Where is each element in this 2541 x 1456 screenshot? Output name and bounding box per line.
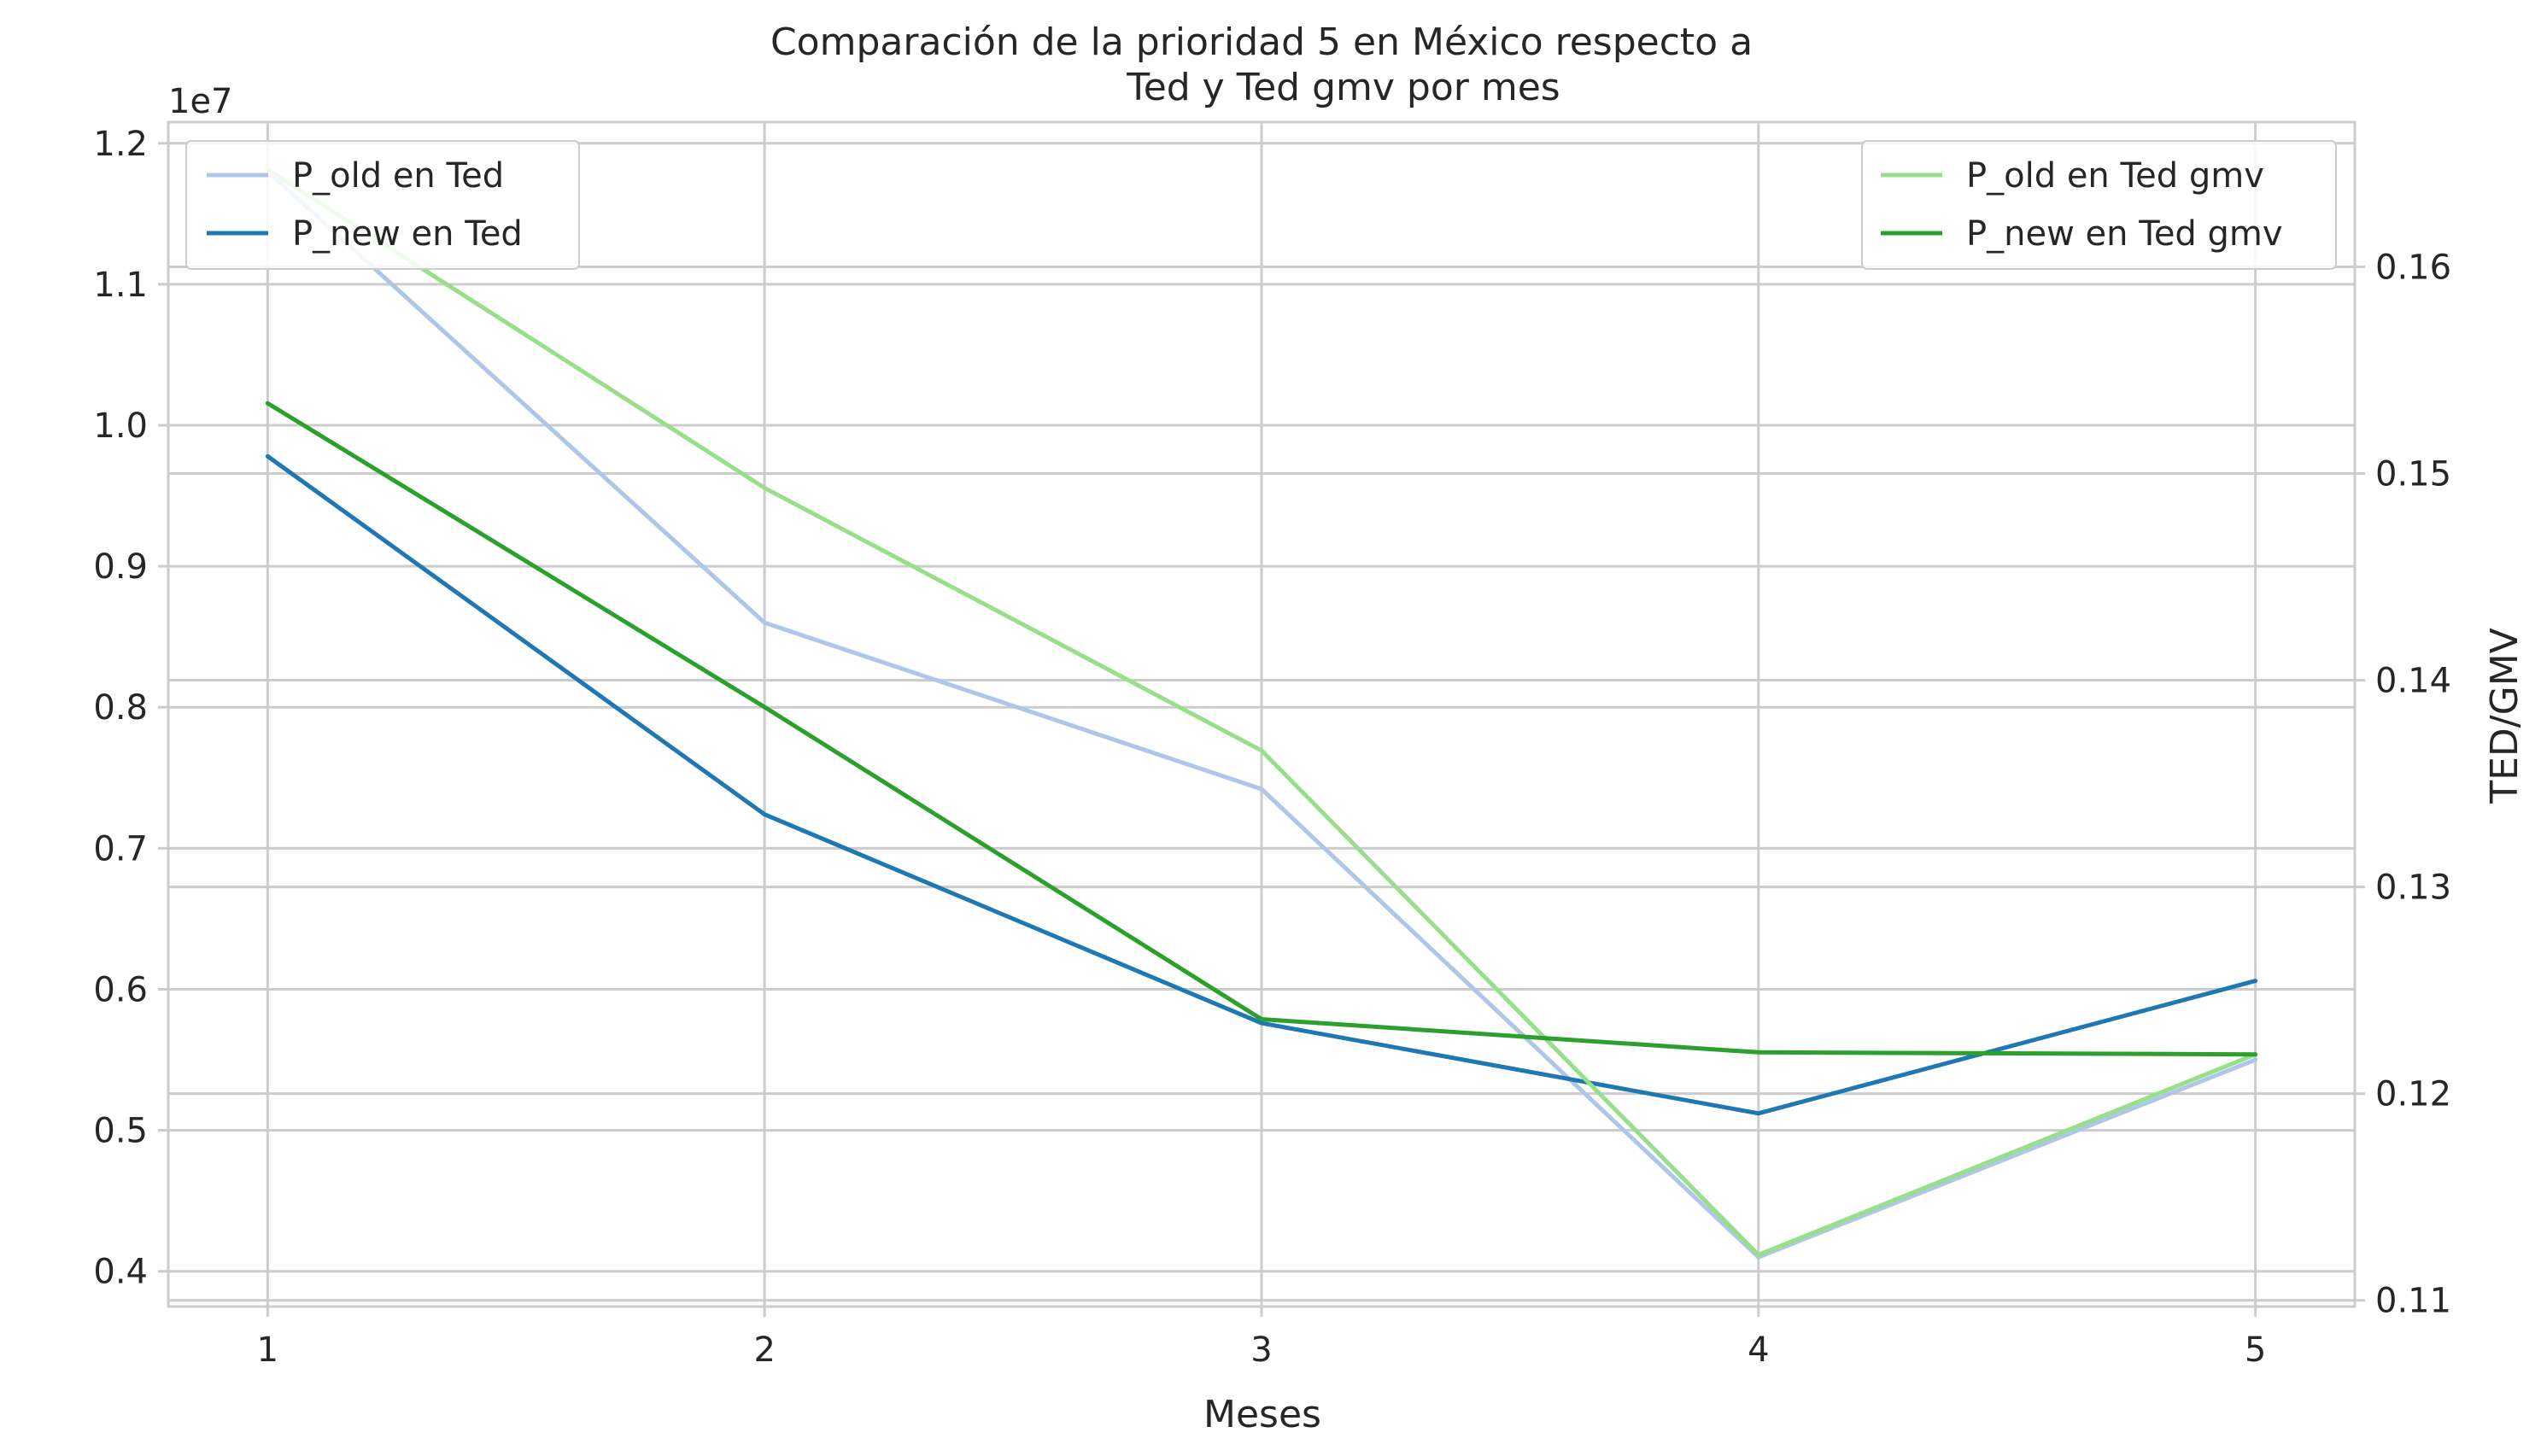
chart-title-line-1: Comparación de la prioridad 5 en México … — [770, 20, 1753, 64]
right-y-tick-label: 0.12 — [2375, 1075, 2451, 1114]
x-tick-label: 1 — [257, 1330, 278, 1370]
left-series-line-p-new-en-ted — [265, 453, 2258, 1116]
y-offset-text: 1e7 — [168, 82, 233, 121]
legend-left-frame — [185, 140, 580, 270]
series — [265, 167, 2258, 1260]
legend-left: P_old en Ted P_new en Ted — [185, 140, 580, 270]
right-y-tick-label: 0.16 — [2375, 248, 2451, 287]
legend-right: P_old en Ted gmv P_new en Ted gmv — [1861, 140, 2337, 270]
left-y-tick-label: 1.2 — [93, 125, 148, 164]
right-y-axis-label: TED/GMV — [2483, 628, 2526, 804]
left-y-tick-label: 0.5 — [93, 1112, 148, 1151]
x-axis-label: Meses — [1203, 1393, 1321, 1436]
left-y-tick-label: 1.1 — [93, 266, 148, 305]
legend-right-frame — [1861, 140, 2337, 270]
legend-label: P_new en Ted gmv — [1966, 214, 2283, 254]
right-y-tick-label: 0.14 — [2375, 662, 2451, 701]
axes: 1 2 3 4 5 0.4 0.5 0.6 0.7 0.8 0.9 1.0 1.1 1.2 0.11 0.12… — [93, 125, 2451, 1370]
left-series-line-p-old-en-ted — [265, 169, 2258, 1260]
x-tick-label: 4 — [1748, 1330, 1769, 1370]
left-y-tick-label: 0.7 — [93, 829, 148, 868]
legend-label: P_old en Ted gmv — [1966, 156, 2264, 196]
right-y-tick-label: 0.15 — [2375, 455, 2451, 494]
x-tick-label: 5 — [2245, 1330, 2266, 1370]
chart-title-line-2: Ted y Ted gmv por mes — [1126, 66, 1560, 109]
left-y-tick-label: 0.6 — [93, 970, 148, 1009]
left-y-tick-label: 0.8 — [93, 688, 148, 728]
right-series-line-p-new-en-ted-gmv — [265, 401, 2258, 1057]
left-y-tick-label: 0.4 — [93, 1253, 148, 1292]
legend-label: P_old en Ted — [292, 156, 504, 196]
right-series-line-p-old-en-ted-gmv — [265, 167, 2258, 1257]
left-y-tick-label: 1.0 — [93, 406, 148, 446]
legend-label: P_new en Ted — [292, 214, 523, 254]
right-y-tick-label: 0.13 — [2375, 868, 2451, 908]
x-tick-label: 3 — [1250, 1330, 1272, 1370]
left-y-tick-label: 0.9 — [93, 547, 148, 587]
right-y-tick-label: 0.11 — [2375, 1282, 2451, 1321]
x-tick-label: 2 — [753, 1330, 775, 1370]
